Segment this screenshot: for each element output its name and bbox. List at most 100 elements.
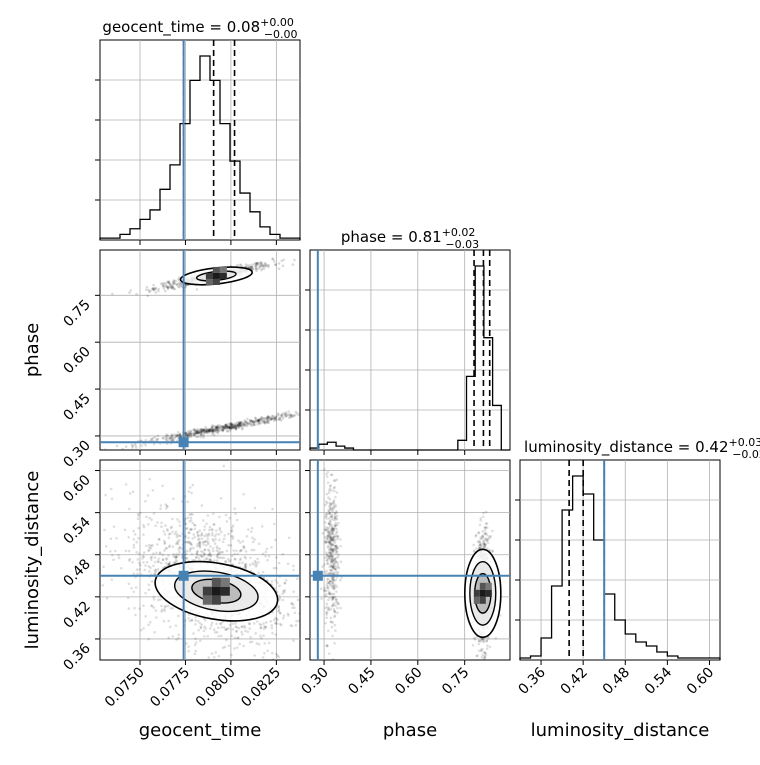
scatter-luminosity_distance-vs-geocent_time-point: [153, 572, 157, 575]
scatter-luminosity_distance-vs-phase-left-point: [339, 560, 343, 564]
scatter-luminosity_distance-vs-geocent_time-point: [189, 542, 193, 546]
scatter-luminosity_distance-vs-phase-left-point: [328, 485, 332, 488]
scatter-luminosity_distance-vs-geocent_time-point: [188, 547, 192, 551]
scatter-phase-vs-geocent_time-point: [295, 412, 299, 415]
scatter-luminosity_distance-vs-geocent_time-point: [230, 634, 234, 638]
scatter-luminosity_distance-vs-phase-left-point: [332, 586, 335, 590]
scatter-phase-vs-geocent_time-point: [258, 418, 261, 422]
scatter-luminosity_distance-vs-phase-left-point: [332, 535, 336, 539]
scatter-phase-vs-geocent_time-point: [165, 285, 169, 288]
scatter-phase-vs-geocent_time-point: [211, 427, 215, 431]
scatter-phase-vs-geocent_time-point: [222, 425, 226, 429]
scatter-luminosity_distance-vs-geocent_time-point: [279, 612, 282, 615]
scatter-luminosity_distance-vs-geocent_time-point: [270, 545, 273, 549]
scatter-luminosity_distance-vs-geocent_time-core-bin-1: [202, 586, 212, 596]
scatter-luminosity_distance-vs-phase-left-point: [334, 532, 338, 535]
scatter-luminosity_distance-vs-phase-left-point: [327, 511, 331, 514]
scatter-luminosity_distance-vs-geocent_time-point: [225, 549, 229, 553]
scatter-luminosity_distance-vs-geocent_time-point: [147, 588, 151, 592]
scatter-luminosity_distance-vs-geocent_time-point: [207, 542, 210, 546]
scatter-luminosity_distance-vs-geocent_time-point: [303, 634, 306, 637]
scatter-luminosity_distance-vs-geocent_time-point: [278, 594, 281, 597]
scatter-phase-vs-geocent_time-point: [234, 426, 238, 430]
scatter-phase-vs-geocent_time-point: [239, 424, 243, 428]
scatter-luminosity_distance-vs-geocent_time-point: [244, 567, 247, 570]
scatter-luminosity_distance-vs-geocent_time-point: [148, 546, 151, 549]
scatter-luminosity_distance-vs-phase-right-point: [482, 539, 485, 543]
scatter-luminosity_distance-vs-geocent_time-point: [163, 541, 167, 545]
scatter-phase-vs-geocent_time-point: [258, 422, 261, 425]
scatter-phase-vs-geocent_time-point: [195, 435, 198, 439]
scatter-luminosity_distance-vs-geocent_time-point: [149, 620, 152, 624]
scatter-luminosity_distance-vs-geocent_time-point: [175, 535, 179, 539]
scatter-luminosity_distance-vs-geocent_time-point: [278, 611, 282, 615]
scatter-phase-vs-geocent_time-point: [230, 425, 234, 429]
scatter-luminosity_distance-vs-geocent_time-point: [208, 552, 211, 556]
scatter-luminosity_distance-vs-geocent_time-point: [218, 528, 222, 532]
scatter-luminosity_distance-vs-geocent_time-point: [221, 550, 225, 554]
scatter-luminosity_distance-vs-phase-left-point: [321, 565, 324, 568]
scatter-luminosity_distance-vs-geocent_time-point: [248, 563, 252, 567]
scatter-luminosity_distance-vs-geocent_time-point: [164, 507, 168, 510]
scatter-luminosity_distance-vs-geocent_time-point: [199, 639, 202, 643]
scatter-phase-vs-geocent_time-point: [267, 421, 271, 425]
scatter-luminosity_distance-vs-geocent_time-point: [212, 522, 216, 526]
scatter-phase-vs-geocent_time-point: [196, 435, 200, 439]
scatter-luminosity_distance-vs-phase-right-point: [491, 550, 494, 553]
scatter-luminosity_distance-vs-phase-left-point: [335, 550, 339, 554]
scatter-luminosity_distance-vs-phase-left-point: [333, 544, 337, 548]
hist-geocent_time-title-sup: +0.00: [260, 16, 294, 29]
scatter-luminosity_distance-vs-phase-left-point: [335, 534, 338, 538]
scatter-luminosity_distance-vs-geocent_time-point: [208, 627, 212, 630]
scatter-luminosity_distance-vs-phase-right-point: [487, 535, 491, 538]
scatter-luminosity_distance-vs-geocent_time-point: [251, 562, 254, 565]
scatter-luminosity_distance-vs-geocent_time-point: [175, 638, 178, 641]
scatter-phase-vs-geocent_time-point: [153, 288, 156, 292]
scatter-luminosity_distance-vs-geocent_time-point: [234, 512, 237, 515]
scatter-luminosity_distance-vs-geocent_time-point: [160, 521, 163, 525]
scatter-luminosity_distance-vs-geocent_time-point: [286, 612, 290, 616]
scatter-phase-vs-geocent_time-point: [215, 430, 219, 434]
scatter-luminosity_distance-vs-geocent_time-point: [148, 516, 151, 520]
scatter-luminosity_distance-vs-geocent_time-point: [203, 552, 206, 556]
scatter-phase-vs-geocent_time-point: [263, 261, 267, 265]
scatter-luminosity_distance-vs-phase-left-point: [326, 536, 329, 540]
scatter-luminosity_distance-vs-phase-left-point: [332, 602, 335, 605]
scatter-luminosity_distance-vs-geocent_time-point: [230, 534, 233, 538]
scatter-luminosity_distance-vs-geocent_time-point: [292, 590, 295, 594]
scatter-luminosity_distance-vs-phase-left-point: [326, 470, 330, 474]
scatter-phase-vs-geocent_time-point: [199, 433, 203, 437]
scatter-luminosity_distance-vs-geocent_time-point: [218, 556, 222, 559]
scatter-luminosity_distance-vs-phase-left-point: [323, 586, 326, 590]
scatter-phase-vs-geocent_time-point: [234, 424, 238, 428]
scatter-luminosity_distance-vs-phase-right-point: [491, 549, 495, 553]
scatter-luminosity_distance-vs-geocent_time-point: [253, 654, 256, 657]
scatter-phase-vs-geocent_time-point: [214, 424, 217, 428]
scatter-phase-vs-geocent_time-point: [304, 254, 307, 257]
scatter-phase-vs-geocent_time-point: [280, 259, 284, 263]
scatter-luminosity_distance-vs-geocent_time-point: [187, 649, 190, 653]
scatter-luminosity_distance-vs-geocent_time-frame: [99, 459, 301, 661]
scatter-luminosity_distance-vs-phase-left-point: [334, 523, 337, 527]
scatter-phase-vs-geocent_time-point: [121, 447, 124, 450]
scatter-luminosity_distance-vs-geocent_time-point: [198, 544, 201, 547]
scatter-luminosity_distance-vs-geocent_time-point: [166, 528, 169, 531]
scatter-phase-vs-geocent_time-point: [273, 417, 277, 421]
scatter-luminosity_distance-vs-geocent_time-point: [252, 674, 255, 677]
scatter-phase-vs-geocent_time-point: [261, 416, 265, 420]
scatter-phase-vs-geocent_time-point: [170, 283, 174, 287]
scatter-luminosity_distance-vs-geocent_time-point: [141, 557, 144, 560]
scatter-phase-vs-geocent_time-point: [261, 264, 265, 268]
scatter-luminosity_distance-vs-phase-right-point: [485, 539, 488, 543]
scatter-phase-vs-geocent_time-point: [294, 410, 298, 414]
scatter-luminosity_distance-vs-phase-left-point: [332, 528, 336, 531]
scatter-phase-vs-geocent_time-point: [301, 412, 304, 415]
scatter-luminosity_distance-vs-phase-left-point: [331, 527, 335, 531]
scatter-luminosity_distance-vs-geocent_time-point: [274, 616, 277, 620]
scatter-luminosity_distance-vs-phase-left-point: [324, 592, 328, 596]
scatter-luminosity_distance-vs-geocent_time-point: [104, 545, 108, 548]
scatter-luminosity_distance-vs-geocent_time-point: [209, 554, 213, 557]
scatter-phase-vs-geocent_time-point: [210, 427, 213, 430]
scatter-phase-vs-geocent_time-point: [290, 415, 293, 419]
scatter-luminosity_distance-vs-phase-right-point: [486, 637, 490, 640]
